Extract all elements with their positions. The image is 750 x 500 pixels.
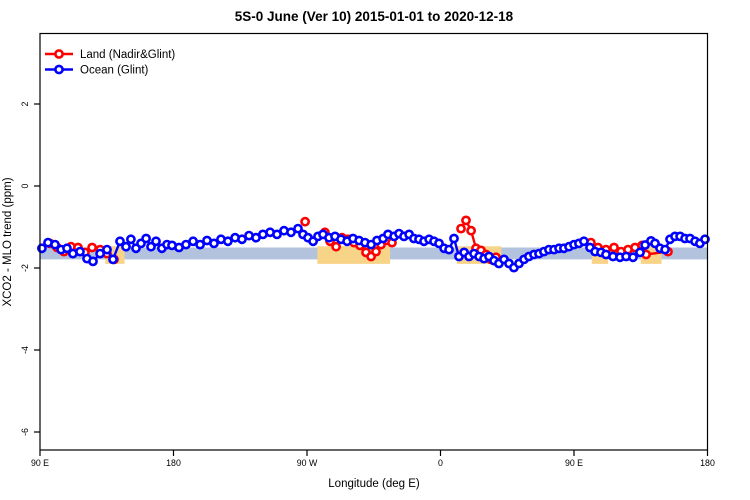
y-tick-label: 0 — [20, 183, 30, 188]
data-point — [151, 236, 161, 247]
x-axis-label: Longitude (deg E) — [328, 478, 420, 490]
data-point — [579, 236, 589, 247]
data-point — [293, 223, 303, 234]
data-point — [88, 256, 98, 267]
data-point — [660, 244, 670, 255]
data-point — [628, 252, 638, 263]
x-tick-label: 90 E — [565, 458, 583, 468]
data-point — [609, 242, 619, 253]
legend-label-ocean: Ocean (Glint) — [80, 65, 149, 77]
data-point — [87, 242, 97, 253]
x-tick-label: 180 — [700, 458, 715, 468]
data-point — [449, 233, 459, 244]
plot-area: 90 E 180 90 W 0 90 E 180 2 0 -2 -4 -6 — [20, 32, 715, 468]
data-point — [466, 225, 476, 236]
x-tick-label: 180 — [166, 458, 181, 468]
data-point — [125, 234, 136, 245]
data-point — [50, 239, 60, 250]
y-tick-label: -6 — [20, 428, 30, 436]
x-tick-label: 90 E — [31, 458, 49, 468]
y-tick-label: -4 — [20, 346, 30, 354]
data-point — [62, 243, 72, 254]
data-point — [444, 244, 454, 255]
legend: Land (Nadir&Glint) Ocean (Glint) — [45, 49, 175, 77]
y-tick-label: 2 — [20, 101, 30, 106]
data-point — [141, 233, 151, 244]
y-axis-label: XCO2 - MLO trend (ppm) — [2, 177, 14, 306]
data-point — [222, 236, 233, 247]
y-tick-label: -2 — [20, 264, 30, 272]
data-point — [115, 236, 125, 247]
data-point — [700, 234, 710, 245]
legend-item-ocean: Ocean (Glint) — [45, 65, 149, 77]
data-point — [121, 241, 131, 252]
data-point — [300, 216, 310, 227]
x-tick-label: 90 W — [297, 458, 318, 468]
data-point — [102, 244, 112, 255]
data-point — [331, 241, 341, 252]
data-point — [456, 223, 466, 234]
plot-box — [39, 32, 709, 451]
data-point — [286, 227, 296, 238]
data-point — [635, 247, 645, 258]
ocean-marker-icon — [54, 64, 64, 75]
legend-label-land: Land (Nadir&Glint) — [80, 49, 175, 61]
legend-item-land: Land (Nadir&Glint) — [45, 49, 175, 61]
land-marker-icon — [54, 49, 64, 59]
data-point — [95, 248, 105, 259]
data-point — [75, 246, 85, 257]
data-point — [195, 239, 205, 250]
data-point — [108, 254, 118, 265]
data-point — [371, 246, 381, 257]
chart-title: 5S-0 June (Ver 10) 2015-01-01 to 2020-12… — [235, 9, 514, 24]
x-tick-label: 0 — [438, 458, 443, 468]
data-point — [272, 229, 282, 240]
data-point — [209, 238, 219, 249]
data-point — [461, 215, 471, 226]
data-point — [237, 234, 247, 245]
